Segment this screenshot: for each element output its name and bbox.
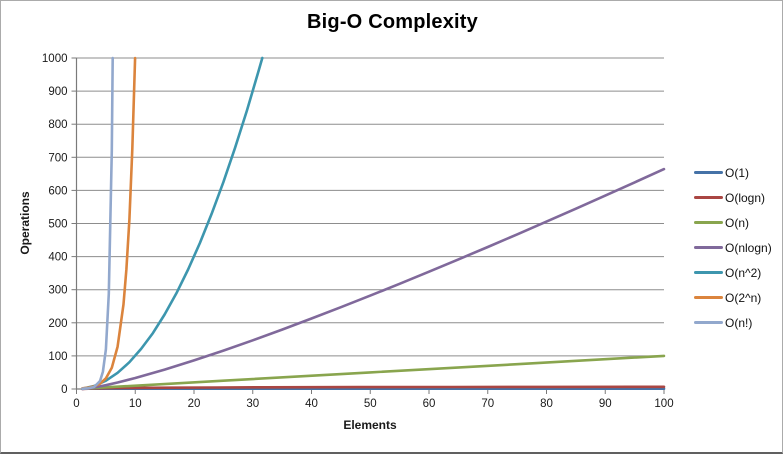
- x-tick-label: 60: [423, 398, 436, 410]
- y-tick-label: 900: [48, 86, 67, 98]
- y-tick-label: 0: [61, 384, 67, 396]
- x-tick-label: 70: [481, 398, 494, 410]
- series-line-O(n): [81, 354, 666, 391]
- legend-item-O(nlogn)[interactable]: O(nlogn): [694, 235, 772, 260]
- series-line-O(nlogn): [81, 167, 666, 391]
- y-tick-label: 300: [48, 285, 67, 297]
- legend-label: O(nlogn): [725, 240, 772, 255]
- x-tick-label: 40: [305, 398, 318, 410]
- legend-item-O(n^2)[interactable]: O(n^2): [694, 260, 772, 285]
- y-tick-label: 400: [48, 252, 67, 264]
- legend-label: O(logn): [725, 190, 766, 205]
- x-tick-label: 10: [129, 398, 142, 410]
- legend-swatch: [694, 271, 723, 274]
- x-tick-label: 0: [73, 398, 79, 410]
- y-tick-label: 700: [48, 152, 67, 164]
- y-tick-label: 1000: [42, 53, 68, 65]
- chart-title: Big-O Complexity: [307, 11, 478, 33]
- y-tick-label: 500: [48, 219, 67, 231]
- legend-label: O(n): [725, 215, 749, 230]
- legend-swatch: [694, 171, 723, 174]
- legend-item-O(n!)[interactable]: O(n!): [694, 310, 772, 335]
- legend-swatch: [694, 246, 723, 249]
- x-tick-label: 100: [654, 398, 673, 410]
- legend-label: O(n^2): [725, 265, 762, 280]
- x-tick-label: 80: [540, 398, 553, 410]
- series-line-O(n^2): [81, 56, 264, 391]
- y-tick-label: 100: [48, 351, 67, 363]
- legend-swatch: [694, 321, 723, 324]
- y-tick-label: 600: [48, 185, 67, 197]
- legend-label: O(n!): [725, 315, 753, 330]
- y-tick-label: 800: [48, 119, 67, 131]
- legend: O(1) O(logn) O(n) O(nlogn) O(n^2) O(2^n) O(n!): [694, 160, 772, 335]
- x-tick-label: 30: [246, 398, 259, 410]
- series-line-O(n!): [81, 56, 114, 391]
- legend-item-O(2^n)[interactable]: O(2^n): [694, 285, 772, 310]
- legend-label: O(2^n): [725, 290, 762, 305]
- legend-item-O(1)[interactable]: O(1): [694, 160, 772, 185]
- y-tick-label: 200: [48, 318, 67, 330]
- x-axis-title: Elements: [343, 418, 397, 432]
- legend-item-O(logn)[interactable]: O(logn): [694, 185, 772, 210]
- legend-swatch: [694, 221, 723, 224]
- legend-item-O(n)[interactable]: O(n): [694, 210, 772, 235]
- x-tick-label: 20: [188, 398, 201, 410]
- legend-label: O(1): [725, 165, 749, 180]
- legend-swatch: [694, 296, 723, 299]
- x-tick-label: 90: [599, 398, 612, 410]
- legend-swatch: [694, 196, 723, 199]
- x-tick-label: 50: [364, 398, 377, 410]
